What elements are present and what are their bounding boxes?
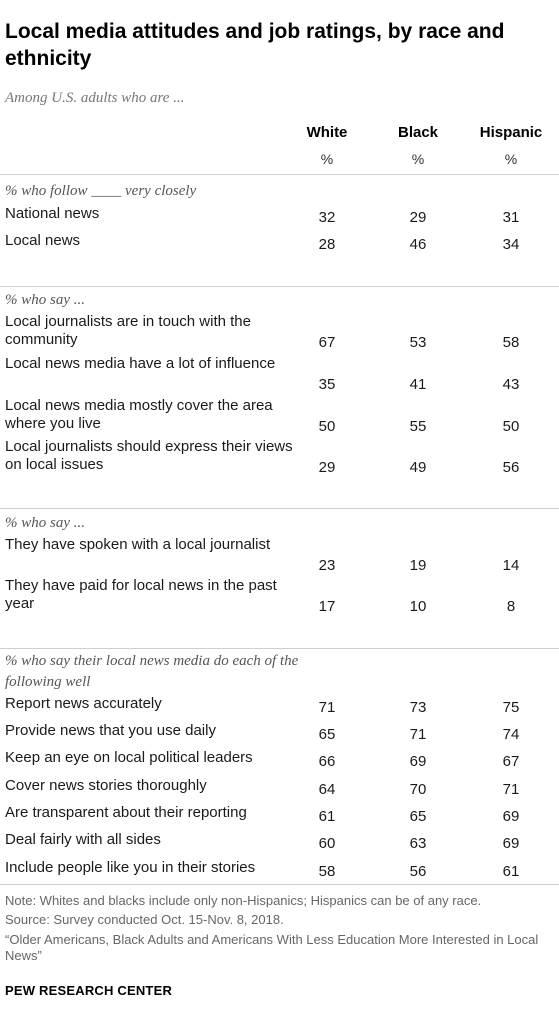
table-cell-value: 71 bbox=[318, 699, 336, 716]
table-row-label: Local news media mostly cover the area w… bbox=[5, 397, 273, 432]
table-cell-value: 74 bbox=[502, 726, 520, 743]
table-cell-value: 73 bbox=[409, 699, 427, 716]
table-row-label: National news bbox=[5, 205, 100, 222]
table-cell-value: 19 bbox=[409, 557, 427, 574]
table-row-label: Local journalists are in touch with the … bbox=[5, 313, 251, 348]
table-cell-value: 56 bbox=[409, 863, 427, 880]
table-cell-value: 50 bbox=[502, 418, 520, 435]
table-cell-value: 60 bbox=[318, 835, 336, 852]
section-label: % who say their local news media do each… bbox=[5, 653, 299, 690]
table-row-label: Include people like you in their stories bbox=[5, 859, 256, 876]
table-cell-value: 67 bbox=[502, 753, 520, 770]
table-row-label: Are transparent about their reporting bbox=[5, 804, 247, 821]
pew-logo-text: PEW RESEARCH CENTER bbox=[5, 983, 173, 998]
table-cell-value: 55 bbox=[409, 418, 427, 435]
section-label: % who say ... bbox=[5, 292, 85, 308]
section-divider bbox=[0, 648, 559, 649]
table-cell-value: 58 bbox=[502, 334, 520, 351]
section-label: % who say ... bbox=[5, 515, 85, 531]
footer-divider bbox=[0, 884, 559, 885]
table-row-label: Provide news that you use daily bbox=[5, 722, 216, 739]
table-cell-value: 50 bbox=[318, 418, 336, 435]
table-cell-value: 43 bbox=[502, 376, 520, 393]
table-cell-value: 63 bbox=[409, 835, 427, 852]
report-title: “Older Americans, Black Adults and Ameri… bbox=[5, 932, 539, 963]
table-row-label: Local journalists should express their v… bbox=[5, 438, 293, 473]
table-cell-value: 65 bbox=[409, 808, 427, 825]
table-cell-value: 17 bbox=[318, 598, 336, 615]
section-divider bbox=[0, 286, 559, 287]
section-divider bbox=[0, 508, 559, 509]
table-cell-value: 29 bbox=[318, 459, 336, 476]
table-cell-value: 23 bbox=[318, 557, 336, 574]
table-cell-value: 66 bbox=[318, 753, 336, 770]
table-cell-value: 49 bbox=[409, 459, 427, 476]
table-cell-value: 34 bbox=[502, 236, 520, 253]
column-unit-hispanic: % bbox=[504, 151, 518, 167]
section-divider bbox=[0, 174, 559, 175]
table-cell-value: 10 bbox=[409, 598, 427, 615]
table-cell-value: 56 bbox=[502, 459, 520, 476]
table-cell-value: 65 bbox=[318, 726, 336, 743]
table-cell-value: 41 bbox=[409, 376, 427, 393]
table-cell-value: 71 bbox=[409, 726, 427, 743]
column-unit-white: % bbox=[320, 151, 334, 167]
table-row-label: They have paid for local news in the pas… bbox=[5, 577, 277, 612]
column-unit-black: % bbox=[411, 151, 425, 167]
chart-title: Local media attitudes and job ratings, b… bbox=[5, 20, 505, 70]
table-cell-value: 32 bbox=[318, 209, 336, 226]
source-text: Source: Survey conducted Oct. 15-Nov. 8,… bbox=[5, 912, 284, 927]
column-header-black: Black bbox=[397, 124, 439, 141]
table-cell-value: 28 bbox=[318, 236, 336, 253]
table-row-label: Cover news stories thoroughly bbox=[5, 777, 207, 794]
table-cell-value: 58 bbox=[318, 863, 336, 880]
table-row-label: Local news bbox=[5, 232, 81, 249]
table-cell-value: 61 bbox=[502, 863, 520, 880]
table-row-label: Keep an eye on local political leaders bbox=[5, 749, 253, 766]
column-header-hispanic: Hispanic bbox=[479, 124, 543, 141]
table-cell-value: 35 bbox=[318, 376, 336, 393]
table-cell-value: 69 bbox=[409, 753, 427, 770]
note-text: Note: Whites and blacks include only non… bbox=[5, 893, 482, 908]
chart-subtitle: Among U.S. adults who are ... bbox=[5, 90, 185, 106]
table-cell-value: 64 bbox=[318, 781, 336, 798]
table-cell-value: 75 bbox=[502, 699, 520, 716]
table-cell-value: 69 bbox=[502, 835, 520, 852]
table-cell-value: 53 bbox=[409, 334, 427, 351]
section-label: % who follow ____ very closely bbox=[5, 183, 197, 199]
table-cell-value: 14 bbox=[502, 557, 520, 574]
table-cell-value: 67 bbox=[318, 334, 336, 351]
table-cell-value: 71 bbox=[502, 781, 520, 798]
table-cell-value: 46 bbox=[409, 236, 427, 253]
column-header-white: White bbox=[306, 124, 348, 141]
table-cell-value: 69 bbox=[502, 808, 520, 825]
table-cell-value: 31 bbox=[502, 209, 520, 226]
table-cell-value: 29 bbox=[409, 209, 427, 226]
table-cell-value: 61 bbox=[318, 808, 336, 825]
table-cell-value: 70 bbox=[409, 781, 427, 798]
table-row-label: They have spoken with a local journalist bbox=[5, 536, 271, 553]
table-row-label: Local news media have a lot of influence bbox=[5, 355, 276, 372]
table-row-label: Report news accurately bbox=[5, 695, 162, 712]
table-cell-value: 8 bbox=[506, 598, 516, 615]
table-row-label: Deal fairly with all sides bbox=[5, 831, 161, 848]
